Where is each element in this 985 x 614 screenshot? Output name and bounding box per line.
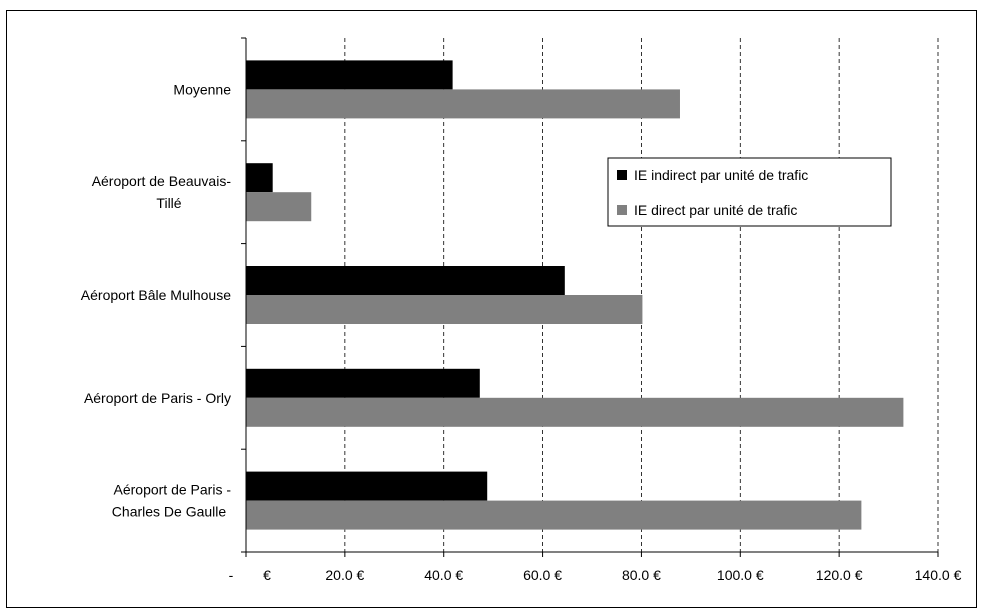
x-tick-label-40: 40.0 € [424,567,463,583]
legend: IE indirect par unité de trafic IE direc… [607,157,892,227]
label-layer: Aéroport de Paris -Charles De Gaulle Aéro… [81,81,962,583]
bar-indirect-2 [246,266,565,295]
x-tick-label-20: 20.0 € [325,567,364,583]
x-tick-label-zero-euro: € [263,567,271,583]
legend-box [607,157,892,227]
axis-layer [241,37,939,557]
bar-direct-0 [246,500,862,530]
bar-direct-3 [246,192,312,222]
x-tick-label-zero-dash: - [229,567,234,583]
x-tick-label-140: 140.0 € [915,567,962,583]
bar-indirect-1 [246,368,480,398]
bar-direct-1 [246,397,904,427]
x-tick-label-60: 60.0 € [523,567,562,583]
bar-direct-2 [246,295,643,324]
x-tick-label-80: 80.0 € [622,567,661,583]
category-label-0: Aéroport de Paris -Charles De Gaulle [112,482,232,520]
bar-indirect-4 [246,60,453,90]
bar-indirect-3 [246,163,273,193]
legend-swatch-indirect [617,170,627,180]
x-tick-label-100: 100.0 € [717,567,764,583]
grid-layer [344,38,939,552]
legend-label-direct: IE direct par unité de trafic [634,202,797,218]
bar-layer [246,60,904,530]
bar-direct-4 [246,89,680,119]
category-label-2: Aéroport Bâle Mulhouse [81,287,231,303]
legend-swatch-direct [617,205,627,215]
category-label-3: Aéroport de Beauvais-Tillé [92,173,232,211]
category-label-4: Moyenne [173,81,231,97]
bar-indirect-0 [246,471,488,501]
legend-label-indirect: IE indirect par unité de trafic [634,167,808,183]
x-tick-label-120: 120.0 € [816,567,863,583]
category-label-1: Aéroport de Paris - Orly [84,390,231,406]
chart-frame [6,10,977,608]
